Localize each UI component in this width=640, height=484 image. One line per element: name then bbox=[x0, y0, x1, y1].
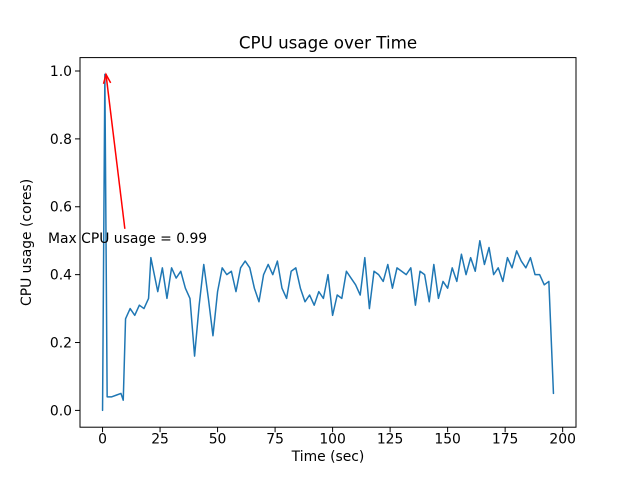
x-tick-label: 0 bbox=[98, 432, 107, 448]
x-tick-label: 175 bbox=[492, 432, 519, 448]
x-axis-label: Time (sec) bbox=[291, 449, 365, 465]
annotation-label: Max CPU usage = 0.99 bbox=[48, 231, 207, 247]
x-tick-label: 75 bbox=[266, 432, 284, 448]
y-tick-label: 0.4 bbox=[50, 268, 72, 284]
x-tick-label: 150 bbox=[434, 432, 461, 448]
x-tick-labels: 0 25 50 75 100 125 150 175 200 bbox=[98, 432, 576, 448]
y-axis-label: CPU usage (cores) bbox=[19, 179, 35, 306]
x-tick-label: 25 bbox=[151, 432, 169, 448]
axes-frame bbox=[79, 57, 577, 428]
chart-title: CPU usage over Time bbox=[239, 33, 417, 53]
axes-ticks bbox=[75, 70, 564, 433]
y-tick-label: 0.0 bbox=[50, 403, 72, 419]
cpu-usage-line bbox=[101, 73, 555, 412]
y-tick-label: 0.2 bbox=[50, 335, 72, 351]
max-annotation: Max CPU usage = 0.99 bbox=[48, 72, 207, 247]
annotation-arrowhead bbox=[102, 72, 112, 84]
x-tick-label: 200 bbox=[549, 432, 576, 448]
x-tick-label: 50 bbox=[209, 432, 227, 448]
x-tick-label: 125 bbox=[377, 432, 404, 448]
y-tick-label: 0.8 bbox=[50, 132, 72, 148]
annotation-arrow bbox=[105, 74, 126, 229]
y-tick-label: 0.6 bbox=[50, 200, 72, 216]
x-tick-label: 100 bbox=[319, 432, 346, 448]
y-tick-label: 1.0 bbox=[50, 64, 72, 80]
y-tick-labels: 0.0 0.2 0.4 0.6 0.8 1.0 bbox=[50, 64, 72, 419]
